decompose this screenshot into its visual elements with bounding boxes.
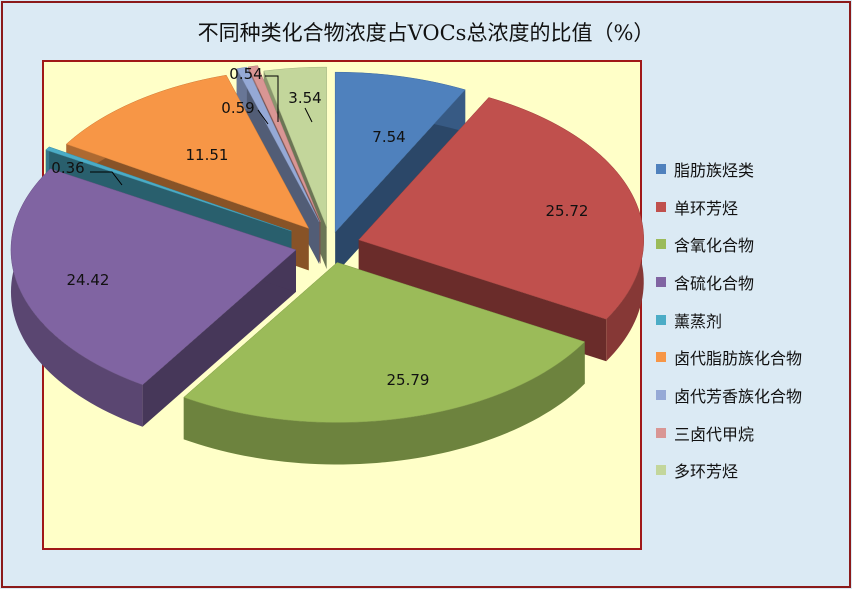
legend-label: 卤代脂肪族化合物 xyxy=(674,349,803,369)
legend-swatch xyxy=(656,163,666,174)
pie-slice xyxy=(334,71,466,275)
legend-item: 卤代芳香族化合物 xyxy=(656,376,802,414)
legend-swatch xyxy=(656,465,666,476)
data-label: 0.59 xyxy=(221,99,254,117)
data-label: 11.51 xyxy=(186,146,229,164)
slice-top-0 xyxy=(334,71,466,233)
legend-swatch xyxy=(656,352,666,363)
legend-swatch xyxy=(656,239,666,250)
legend-item: 单环芳烃 xyxy=(656,188,802,226)
legend-swatch xyxy=(656,276,666,287)
slice-side-wall xyxy=(10,168,143,427)
legend-item: 薰蒸剂 xyxy=(656,301,802,339)
leader-line xyxy=(90,171,123,186)
legend-item: 含硫化合物 xyxy=(656,263,802,301)
slice-top-6 xyxy=(236,66,320,223)
legend-label: 含氧化合物 xyxy=(674,236,755,256)
pie-slice xyxy=(183,262,586,465)
legend-item: 多环芳烃 xyxy=(656,452,802,490)
legend-swatch xyxy=(656,427,666,438)
legend-swatch xyxy=(656,314,666,325)
slice-top-8 xyxy=(263,66,327,228)
legend-item: 含氧化合物 xyxy=(656,225,802,263)
slice-top-7 xyxy=(247,65,321,222)
data-label: 0.54 xyxy=(229,65,262,83)
legend-label: 卤代芳香族化合物 xyxy=(674,386,803,406)
legend-label: 单环芳烃 xyxy=(674,198,739,218)
legend-label: 脂肪族烃类 xyxy=(674,160,755,180)
data-label: 0.36 xyxy=(51,159,84,177)
data-label: 25.72 xyxy=(546,202,589,220)
leader-line xyxy=(304,107,313,123)
legend-swatch xyxy=(656,389,666,400)
legend-label: 多环芳烃 xyxy=(674,462,739,482)
legend-item: 卤代脂肪族化合物 xyxy=(656,338,802,376)
chart-title: 不同种类化合物浓度占VOCs总浓度的比值（%） xyxy=(197,21,655,45)
data-label: 24.42 xyxy=(67,271,110,289)
legend-item: 三卤代甲烷 xyxy=(656,414,802,452)
data-label: 3.54 xyxy=(288,89,321,107)
legend-label: 薰蒸剂 xyxy=(674,311,723,331)
pie-slice xyxy=(10,168,297,427)
legend-label: 含硫化合物 xyxy=(674,273,755,293)
legend-label: 三卤代甲烷 xyxy=(674,424,755,444)
slice-cut-wall xyxy=(142,249,296,427)
slice-top-2 xyxy=(183,262,586,423)
slice-top-1 xyxy=(358,97,644,320)
legend: 脂肪族烃类单环芳烃含氧化合物含硫化合物薰蒸剂卤代脂肪族化合物 卤代芳香族化合物 三卤… xyxy=(656,150,802,489)
slice-top-4 xyxy=(45,146,292,232)
data-label: 25.79 xyxy=(387,371,430,389)
slice-cut-wall xyxy=(335,89,466,275)
legend-swatch xyxy=(656,201,666,212)
slice-top-3 xyxy=(10,168,297,386)
slice-top-5 xyxy=(65,74,310,229)
leader-line xyxy=(265,75,279,122)
legend-item: 脂肪族烃类 xyxy=(656,150,802,188)
slice-side-wall xyxy=(183,341,585,465)
leader-line xyxy=(257,109,269,125)
data-label: 7.54 xyxy=(372,128,405,146)
